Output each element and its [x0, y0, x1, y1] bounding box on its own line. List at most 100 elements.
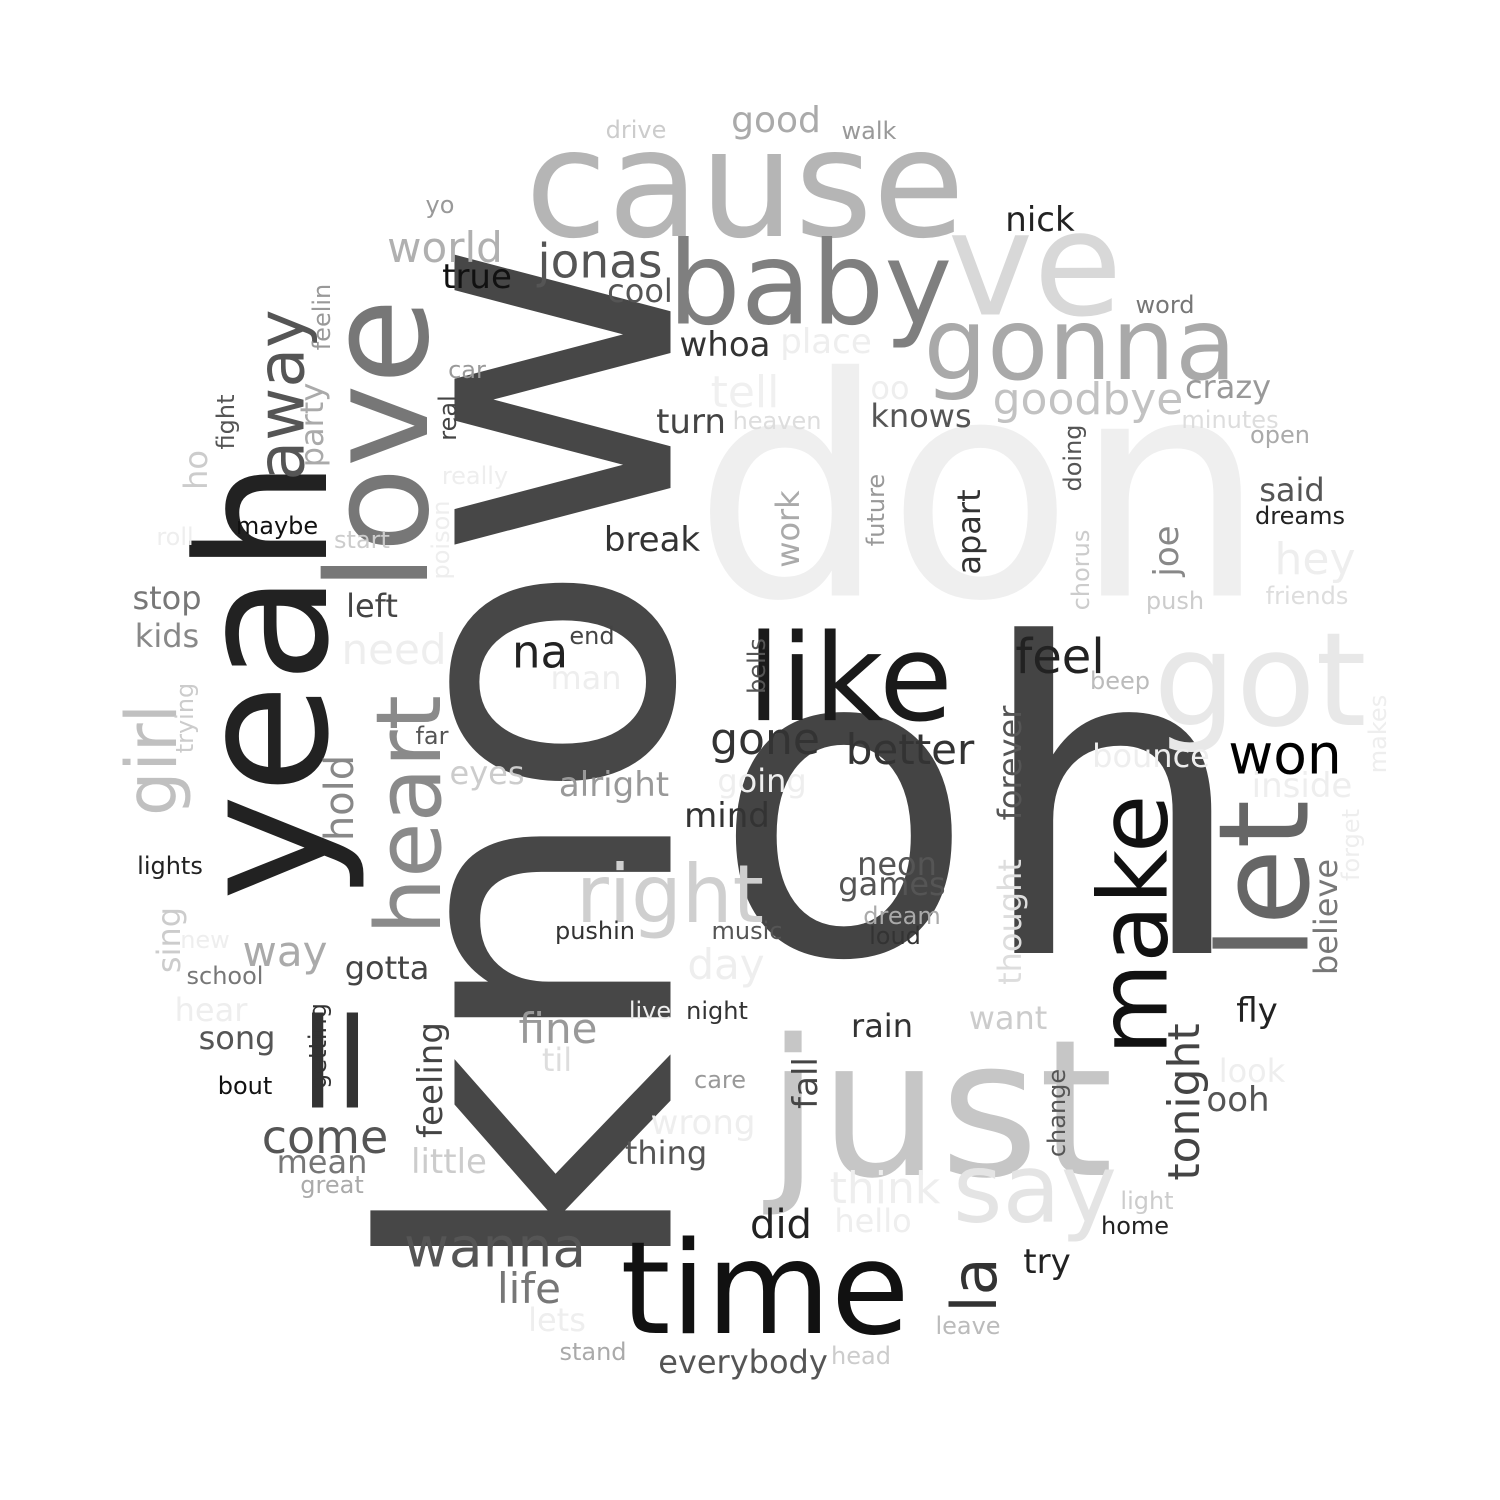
word-bounce: bounce [1092, 737, 1210, 775]
word-dreams: dreams [1255, 502, 1345, 530]
word-lets: lets [528, 1301, 586, 1339]
word-minutes: minutes [1181, 406, 1279, 434]
word-good: good [731, 100, 821, 141]
word-beep: beep [1090, 667, 1150, 695]
word-yo: yo [425, 191, 455, 219]
word-night: night [686, 997, 748, 1025]
word-crazy: crazy [1184, 368, 1272, 406]
word-future: future [862, 473, 890, 547]
word-got: got [1153, 604, 1367, 756]
word-great: great [300, 1171, 364, 1199]
word-gonna: gonna [923, 286, 1237, 403]
word-joe: joe [1147, 525, 1187, 577]
word-drive: drive [605, 116, 667, 144]
word-don: don [693, 312, 1267, 668]
word-new: new [180, 926, 230, 954]
word-feelin: feelin [308, 283, 336, 351]
word-ho: ho [177, 450, 215, 490]
word-start: start [334, 526, 390, 554]
word-tonight: tonight [1159, 1023, 1210, 1181]
word-song: song [198, 1019, 276, 1057]
word-nick: nick [1005, 200, 1075, 240]
word-school: school [186, 962, 264, 990]
word-games: games [838, 865, 946, 903]
word-leave: leave [935, 1312, 1001, 1340]
word-makes: makes [1364, 694, 1392, 774]
word-light: light [1120, 1187, 1174, 1215]
word-til: til [541, 1041, 573, 1079]
word-eyes: eyes [449, 754, 525, 792]
word-change: change [1043, 1068, 1071, 1158]
word-music: music [711, 917, 783, 945]
word-place: place [780, 322, 872, 362]
word-party: party [293, 382, 331, 468]
word-live: live [628, 997, 672, 1025]
word-care: care [693, 1066, 747, 1094]
word-right: right [576, 848, 764, 941]
word-lights: lights [137, 852, 203, 880]
word-ll: ll [300, 992, 370, 1138]
word-home: home [1100, 1212, 1170, 1240]
word-ve: ve [947, 180, 1123, 350]
word-whoa: whoa [679, 325, 771, 365]
word-feel: feel [1015, 629, 1105, 685]
word-end: end [569, 622, 615, 650]
word-mean: mean [276, 1143, 368, 1181]
word-gone: gone [710, 714, 820, 765]
word-work: work [769, 490, 807, 568]
word-alright: alright [558, 765, 670, 805]
word-need: need [341, 625, 447, 674]
word-try: try [1023, 1242, 1071, 1282]
word-feeling: feeling [411, 1022, 451, 1138]
word-left: left [346, 587, 398, 625]
word-dream: dream [863, 902, 941, 930]
word-maybe: maybe [235, 512, 319, 540]
word-want: want [968, 999, 1048, 1037]
word-gotta: gotta [344, 949, 430, 987]
word-better: better [845, 725, 975, 774]
word-come: come [261, 1110, 389, 1164]
word-neon: neon [857, 845, 937, 883]
word-hey: hey [1274, 534, 1356, 585]
word-just: just [766, 999, 1114, 1220]
word-rain: rain [851, 1007, 913, 1045]
word-na: na [511, 625, 569, 679]
word-stand: stand [559, 1338, 627, 1366]
word-going: going [717, 762, 807, 800]
word-bout: bout [217, 1072, 273, 1100]
word-thought: thought [991, 859, 1029, 985]
word-really: really [441, 462, 509, 490]
word-day: day [687, 940, 765, 989]
word-thing: thing [624, 1134, 708, 1172]
word-tell: tell [710, 367, 780, 418]
word-getting: getting [304, 1003, 332, 1089]
word-wrong: wrong [650, 1103, 756, 1143]
word-far: far [415, 722, 449, 750]
word-fine: fine [518, 1004, 598, 1053]
word-believe: believe [1307, 858, 1345, 976]
word-car: car [448, 356, 486, 384]
word-walk: walk [841, 117, 897, 145]
word-word: word [1135, 291, 1195, 319]
word-la: la [938, 1257, 1011, 1313]
word-way: way [242, 927, 328, 976]
word-turn: turn [656, 402, 726, 442]
word-little: little [411, 1142, 487, 1182]
word-open: open [1250, 421, 1310, 449]
word-man: man [550, 659, 622, 697]
word-chorus: chorus [1067, 529, 1095, 611]
word-look: look [1218, 1052, 1286, 1090]
word-push: push [1145, 587, 1205, 615]
word-jonas: jonas [537, 234, 663, 290]
word-think: think [829, 1163, 941, 1214]
word-world: world [387, 223, 503, 272]
word-fight: fight [212, 394, 240, 450]
word-trying: trying [171, 682, 199, 754]
word-fly: fly [1236, 991, 1278, 1031]
word-kids: kids [134, 617, 200, 655]
word-say: say [953, 1134, 1117, 1245]
word-hold: hold [317, 754, 363, 842]
word-cause: cause [525, 98, 965, 272]
word-friends: friends [1265, 582, 1349, 610]
